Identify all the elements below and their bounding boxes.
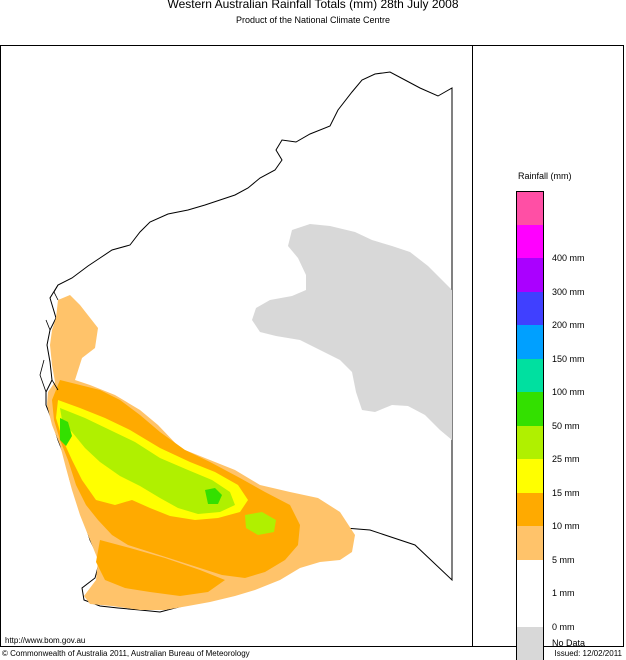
legend-label: 25 mm [552,454,580,464]
legend-label: 50 mm [552,421,580,431]
legend-swatch [516,225,544,259]
legend-swatch [516,560,544,594]
legend-label: 0 mm [552,622,575,632]
map-title: Western Australian Rainfall Totals (mm) … [0,0,626,11]
legend-swatch [516,325,544,359]
legend-label: 1 mm [552,588,575,598]
legend-label: No Data [552,638,585,648]
legend-swatch [516,292,544,326]
legend-swatch [516,493,544,527]
legend-swatch [516,627,544,660]
legend-label: 10 mm [552,521,580,531]
legend-swatch [516,191,544,225]
legend-swatch [516,359,544,393]
legend-label: 150 mm [552,354,585,364]
legend-swatch [516,459,544,493]
bom-url[interactable]: http://www.bom.gov.au [5,636,85,645]
legend-swatch [516,258,544,292]
legend-divider [472,45,473,647]
legend-swatch [516,426,544,460]
rainfall-map [0,45,472,647]
legend-title: Rainfall (mm) [518,171,572,181]
legend-label: 300 mm [552,287,585,297]
legend-label: 15 mm [552,488,580,498]
map-subtitle: Product of the National Climate Centre [0,15,626,25]
legend-swatch [516,593,544,627]
legend-swatch [516,392,544,426]
copyright-text: © Commonwealth of Australia 2011, Austra… [2,649,250,658]
legend-label: 5 mm [552,555,575,565]
issued-date: Issued: 12/02/2011 [555,649,622,658]
legend-label: 100 mm [552,387,585,397]
legend-label: 200 mm [552,320,585,330]
legend-swatch [516,526,544,560]
legend-label: 400 mm [552,253,585,263]
